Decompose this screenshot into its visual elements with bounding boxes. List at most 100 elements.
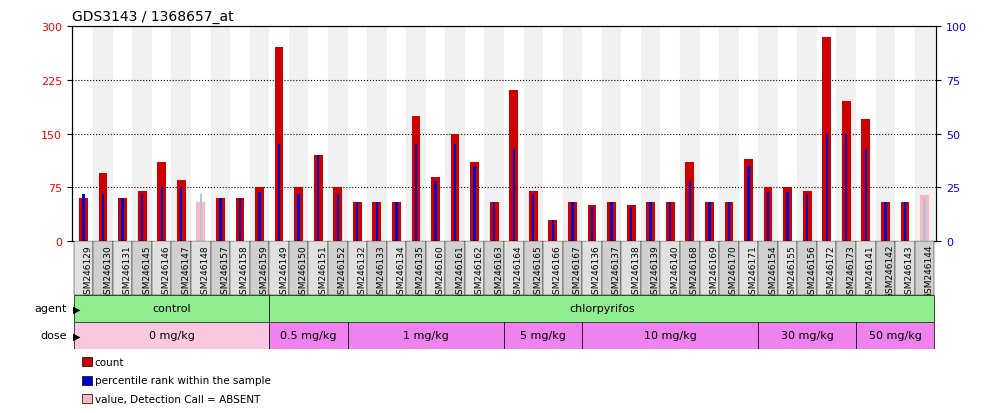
Bar [348,322,504,349]
Bar [132,242,152,295]
Text: ▶: ▶ [73,330,81,341]
Text: GSM246144: GSM246144 [924,244,933,299]
Text: GSM246148: GSM246148 [201,244,210,299]
Text: GSM246133: GSM246133 [376,244,385,299]
Bar [230,242,250,295]
Bar [563,242,583,295]
Bar [669,203,671,242]
Bar [171,27,191,242]
Text: value, Detection Call = ABSENT: value, Detection Call = ABSENT [95,394,260,404]
Bar [157,163,166,242]
Text: GSM246162: GSM246162 [475,244,484,299]
Bar [568,202,577,242]
Bar [739,242,758,295]
Bar [680,27,699,242]
Bar [278,145,280,242]
Bar [386,27,406,242]
Bar [699,242,719,295]
Bar [823,38,831,242]
Bar [141,195,143,242]
Bar [445,242,465,295]
Text: GDS3143 / 1368657_at: GDS3143 / 1368657_at [72,10,233,24]
Bar [414,145,417,242]
Text: count: count [95,357,124,367]
Bar [445,27,465,242]
Bar [74,242,94,295]
Bar [411,116,420,242]
Bar [875,242,895,295]
Bar [434,181,436,242]
Bar [255,188,264,242]
Bar [294,188,303,242]
Text: GSM246173: GSM246173 [847,244,856,299]
Bar [680,242,699,295]
Bar [881,202,889,242]
Bar [719,242,739,295]
Bar [216,199,225,242]
Text: percentile rank within the sample: percentile rank within the sample [95,375,271,385]
Bar [649,203,651,242]
Bar [837,27,856,242]
Text: agent: agent [34,304,67,314]
Bar [583,242,602,295]
Bar [94,27,113,242]
Bar [608,202,616,242]
Bar [406,27,425,242]
Bar [74,322,269,349]
Bar [875,27,895,242]
Bar [83,195,85,242]
Bar [425,27,445,242]
Text: GSM246152: GSM246152 [338,244,347,299]
Text: GSM246141: GSM246141 [866,244,874,299]
Bar [764,188,773,242]
Bar [708,203,710,242]
Bar [425,242,445,295]
Text: GSM246151: GSM246151 [318,244,327,299]
Bar [719,27,739,242]
Bar [353,202,362,242]
Bar [767,192,769,242]
Bar [470,163,479,242]
Bar [532,195,535,242]
Text: 50 mg/kg: 50 mg/kg [869,330,921,341]
Bar [328,27,348,242]
Bar [392,202,400,242]
Bar [699,27,719,242]
Bar [602,242,622,295]
Bar [493,203,495,242]
Bar [484,27,504,242]
Text: GSM246160: GSM246160 [435,244,444,299]
Bar [375,203,378,242]
Bar [758,27,778,242]
Bar [373,202,381,242]
Bar [798,242,817,295]
Bar [744,159,753,242]
Bar [269,242,289,295]
Bar [524,27,543,242]
Bar [79,199,88,242]
Text: GSM246158: GSM246158 [240,244,249,299]
Bar [787,192,789,242]
Bar [180,188,182,242]
Bar [739,27,758,242]
Text: 0.5 mg/kg: 0.5 mg/kg [280,330,337,341]
Bar [210,242,230,295]
Bar [177,181,185,242]
Bar [465,242,484,295]
Text: GSM246150: GSM246150 [299,244,308,299]
Bar [102,195,105,242]
Bar [113,27,132,242]
Text: GSM246157: GSM246157 [220,244,229,299]
Text: ▶: ▶ [73,304,81,314]
Bar [529,192,538,242]
Bar [747,166,750,242]
Bar [357,203,359,242]
Bar [122,199,124,242]
Bar [660,27,680,242]
Bar [386,242,406,295]
Bar [113,242,132,295]
Text: GSM246170: GSM246170 [729,244,738,299]
Bar [588,206,597,242]
Text: 30 mg/kg: 30 mg/kg [781,330,834,341]
Text: GSM246172: GSM246172 [827,244,836,299]
